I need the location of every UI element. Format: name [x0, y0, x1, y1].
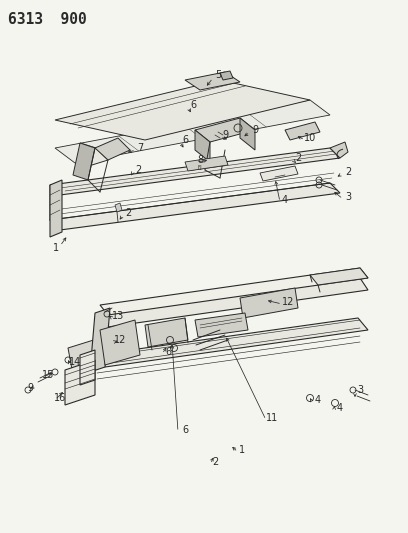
Polygon shape — [90, 308, 110, 372]
Text: 2: 2 — [295, 153, 301, 163]
Text: 2: 2 — [212, 457, 218, 467]
Text: 1: 1 — [53, 243, 59, 253]
Polygon shape — [50, 183, 340, 230]
Text: 6: 6 — [165, 347, 171, 357]
Text: 4: 4 — [337, 403, 343, 413]
Text: 6: 6 — [182, 135, 188, 145]
Text: 4: 4 — [282, 195, 288, 205]
Text: 15: 15 — [42, 370, 54, 380]
Text: 2: 2 — [135, 165, 141, 175]
Polygon shape — [240, 288, 298, 318]
Polygon shape — [240, 118, 255, 150]
Text: 6313  900: 6313 900 — [8, 12, 87, 27]
Polygon shape — [55, 100, 330, 163]
Text: 1: 1 — [239, 445, 245, 455]
Polygon shape — [145, 318, 188, 347]
Polygon shape — [310, 268, 368, 285]
Polygon shape — [50, 185, 60, 230]
Polygon shape — [115, 203, 122, 212]
Polygon shape — [80, 143, 108, 165]
Text: 7: 7 — [137, 143, 143, 153]
Polygon shape — [65, 360, 95, 405]
Text: 6: 6 — [182, 425, 188, 435]
Text: 9: 9 — [27, 383, 33, 393]
Polygon shape — [68, 338, 105, 375]
Text: 4: 4 — [315, 395, 321, 405]
Text: 11: 11 — [266, 413, 278, 423]
Polygon shape — [185, 156, 228, 171]
Text: 14: 14 — [69, 357, 81, 367]
Polygon shape — [73, 143, 95, 180]
Text: FJ: FJ — [197, 165, 202, 169]
Text: 2: 2 — [345, 167, 351, 177]
Text: 2: 2 — [125, 208, 131, 218]
Polygon shape — [220, 71, 233, 80]
Polygon shape — [95, 318, 368, 367]
Text: 9: 9 — [222, 130, 228, 140]
Polygon shape — [285, 122, 320, 140]
Text: 12: 12 — [114, 335, 126, 345]
Polygon shape — [195, 118, 255, 142]
Polygon shape — [195, 130, 210, 162]
Text: 13: 13 — [112, 311, 124, 321]
Polygon shape — [50, 148, 340, 195]
Text: 12: 12 — [282, 297, 294, 307]
Text: 6: 6 — [190, 100, 196, 110]
Text: 5: 5 — [215, 70, 221, 80]
Polygon shape — [100, 268, 368, 315]
Polygon shape — [185, 72, 240, 90]
Text: 9: 9 — [252, 125, 258, 135]
Polygon shape — [55, 80, 310, 140]
Polygon shape — [195, 313, 248, 337]
Polygon shape — [80, 350, 95, 385]
Text: 10: 10 — [304, 133, 316, 143]
Polygon shape — [330, 142, 348, 158]
Polygon shape — [50, 180, 62, 237]
Polygon shape — [95, 138, 130, 160]
Polygon shape — [100, 278, 368, 327]
Polygon shape — [260, 166, 298, 181]
Text: 3: 3 — [345, 192, 351, 202]
Polygon shape — [100, 320, 140, 365]
Text: 3: 3 — [357, 385, 363, 395]
Text: 16: 16 — [54, 393, 66, 403]
Text: 8: 8 — [197, 155, 203, 165]
